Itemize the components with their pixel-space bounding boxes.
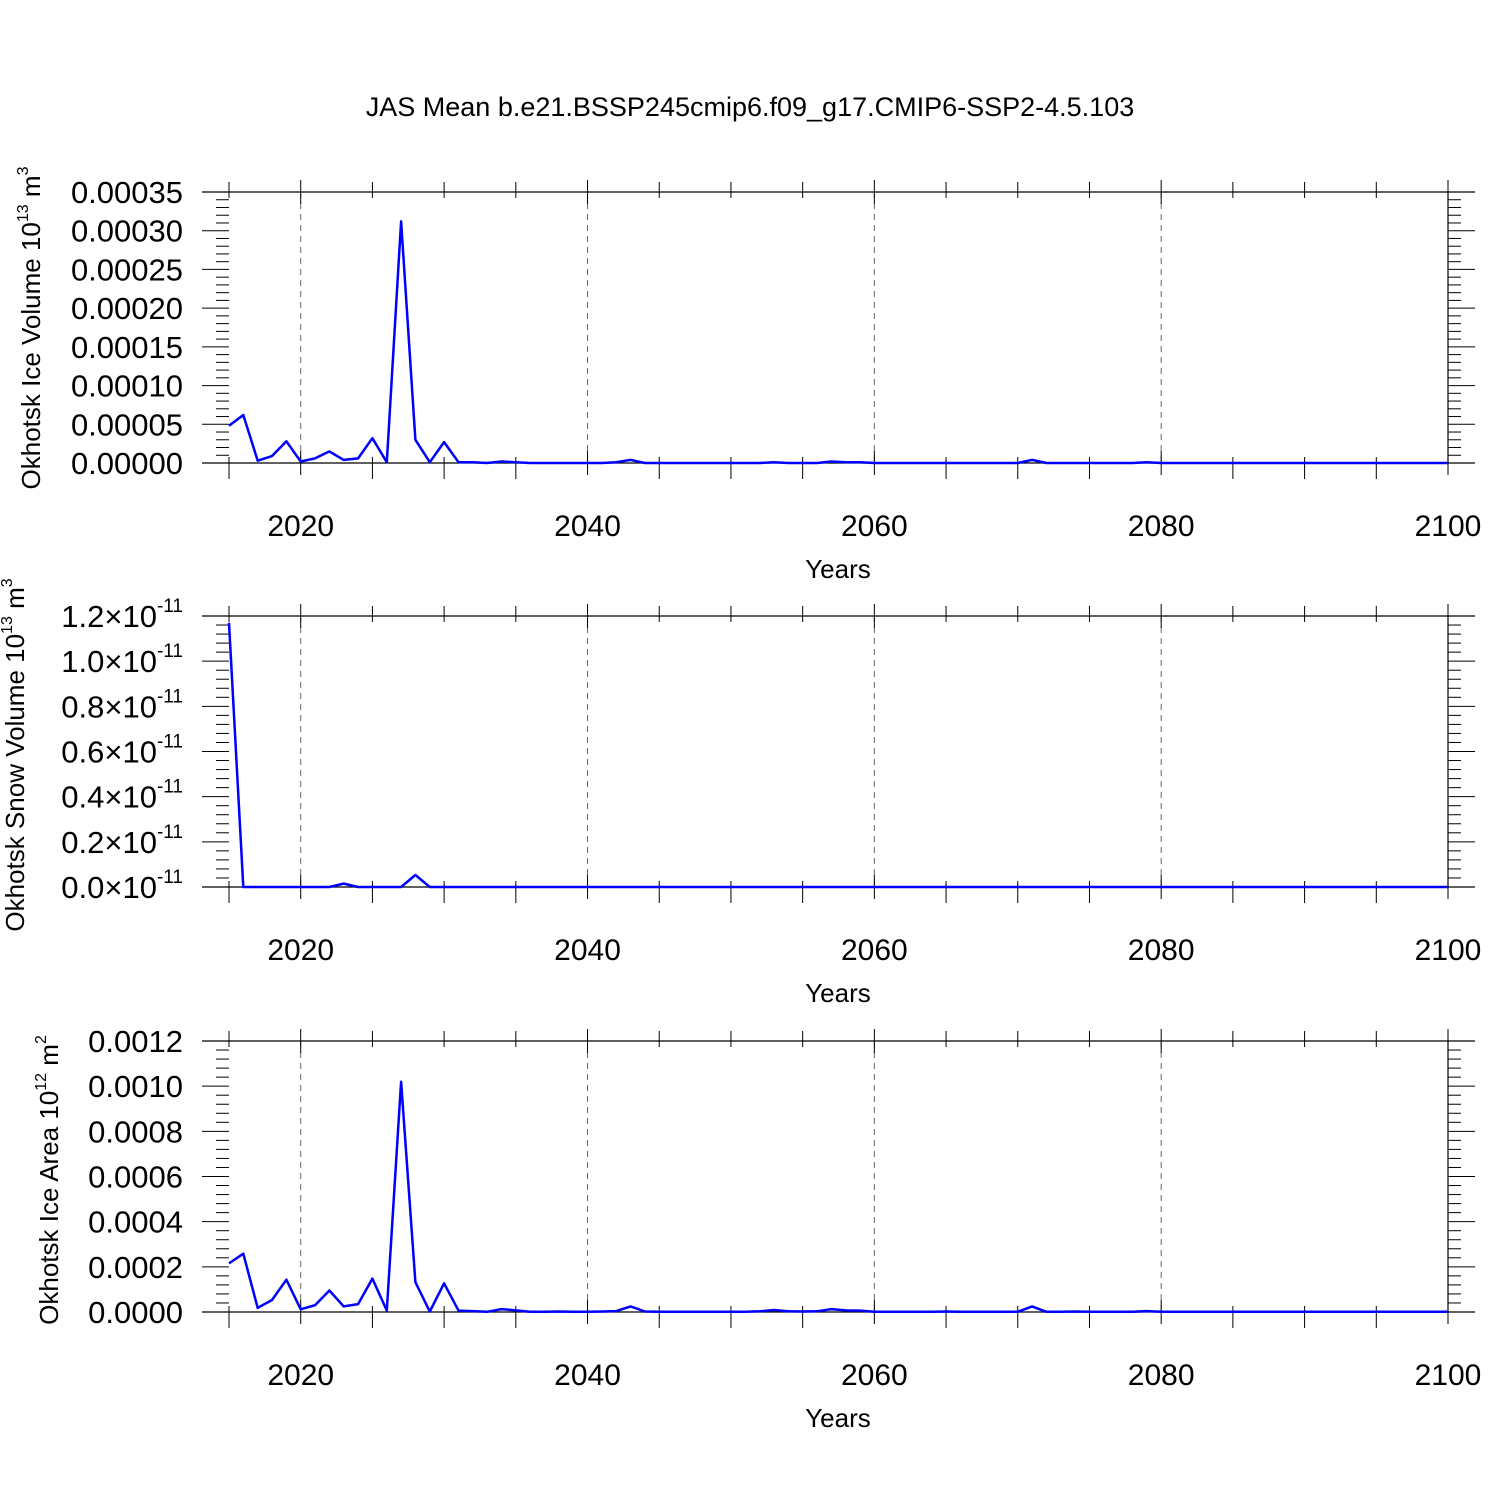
y-tick-label: 1.0×10-11 — [61, 641, 183, 679]
chart-panel-2: 2020 2040 2060 2080 2100Years0.0×10-110.2×10… — [0, 578, 1481, 1008]
y-tick-value: 0.8 — [61, 689, 104, 724]
y-tick-label: 0.0002 — [88, 1250, 183, 1285]
y-tick-label: 0.0004 — [88, 1205, 183, 1240]
y-tick-multiplier: ×10 — [104, 644, 157, 679]
y-tick-multiplier: ×10 — [104, 825, 157, 860]
y-axis-label-exponent: 13 — [15, 204, 32, 222]
y-tick-label: 0.8×10-11 — [61, 686, 183, 724]
x-axis-label: Years — [805, 1403, 871, 1433]
y-tick-label: 0.00005 — [71, 407, 183, 442]
y-tick-exponent: -11 — [157, 732, 183, 753]
x-tick-label: 2060 — [841, 1359, 908, 1392]
y-tick-exponent: -11 — [157, 777, 183, 798]
y-tick-label: 0.00015 — [71, 330, 183, 365]
y-tick-label: 0.2×10-11 — [61, 822, 183, 860]
y-tick-label: 0.0000 — [88, 1295, 183, 1330]
y-tick-value: 0.2 — [61, 825, 104, 860]
y-tick-label: 0.00010 — [71, 369, 183, 404]
y-tick-multiplier: ×10 — [104, 599, 157, 634]
x-tick-label: 2080 — [1128, 934, 1195, 967]
y-tick-exponent: -11 — [157, 867, 183, 888]
y-tick-label: 0.4×10-11 — [61, 777, 183, 815]
y-tick-exponent: -11 — [157, 822, 183, 843]
y-axis-label: Okhotsk Snow Volume 1013 m3 — [0, 578, 30, 931]
y-tick-label: 0.0010 — [88, 1069, 183, 1104]
y-tick-multiplier: ×10 — [104, 735, 157, 770]
y-axis-label-text: Okhotsk Snow Volume 10 — [0, 634, 30, 932]
y-tick-exponent: -11 — [157, 686, 183, 707]
x-tick-label: 2040 — [554, 934, 621, 967]
y-tick-label: 0.00020 — [71, 291, 183, 326]
y-tick-label: 0.00030 — [71, 214, 183, 249]
y-tick-value: 1.0 — [61, 644, 104, 679]
y-axis-label-unit-exponent: 3 — [15, 166, 32, 175]
x-tick-label: 2020 — [267, 934, 334, 967]
y-tick-value: 0.0 — [61, 870, 104, 905]
series-line-1 — [228, 1080, 1448, 1314]
figure-title: JAS Mean b.e21.BSSP245cmip6.f09_g17.CMIP… — [366, 92, 1134, 122]
y-axis-label-unit-exponent: 3 — [0, 578, 16, 587]
y-axis-label-unit: m — [16, 175, 46, 204]
y-tick-label: 1.2×10-11 — [61, 596, 183, 634]
x-axis-label: Years — [805, 554, 871, 584]
y-tick-label: 0.0012 — [88, 1024, 183, 1059]
y-axis-label-exponent: 12 — [33, 1073, 50, 1091]
y-tick-exponent: -11 — [157, 596, 183, 617]
y-tick-multiplier: ×10 — [104, 780, 157, 815]
x-tick-label: 2040 — [554, 1359, 621, 1392]
chart-panel-3: 2020 2040 2060 2080 2100 Years 0.0000 0.0002 0.0… — [33, 1024, 1481, 1433]
y-tick-label: 0.6×10-11 — [61, 732, 183, 770]
y-tick-label: 0.00000 — [71, 446, 183, 481]
x-tick-label: 2060 — [841, 934, 908, 967]
y-tick-label: 0.00035 — [71, 175, 183, 210]
x-tick-label: 2040 — [554, 510, 621, 543]
x-tick-label: 2060 — [841, 510, 908, 543]
panels: 2020 2040 2060 2080 2100Years0.000000.000050… — [0, 166, 1481, 1433]
y-axis-label-unit-exponent: 2 — [33, 1035, 50, 1044]
y-tick-label: 0.0008 — [88, 1114, 183, 1149]
y-tick-value: 0.6 — [61, 735, 104, 770]
y-tick-label: 0.00025 — [71, 252, 183, 287]
x-tick-label: 2100 — [1415, 510, 1482, 543]
y-tick-label: 0.0×10-11 — [61, 867, 183, 905]
x-tick-label: 2080 — [1128, 1359, 1195, 1392]
y-tick-multiplier: ×10 — [104, 689, 157, 724]
y-axis-label-text: Okhotsk Ice Area 10 — [34, 1091, 64, 1325]
y-tick-value: 0.4 — [61, 780, 104, 815]
y-tick-label: 0.0006 — [88, 1160, 183, 1195]
y-tick-multiplier: ×10 — [104, 870, 157, 905]
y-axis-label: Okhotsk Ice Area 1012 m2 — [33, 1035, 64, 1325]
x-tick-label: 2020 — [267, 1359, 334, 1392]
x-tick-label: 2100 — [1415, 934, 1482, 967]
y-tick-exponent: -11 — [157, 641, 183, 662]
series-line-1 — [227, 622, 1448, 889]
x-tick-label: 2080 — [1128, 510, 1195, 543]
y-axis-label-unit: m — [0, 587, 30, 616]
y-axis-label: Okhotsk Ice Volume 1013 m3 — [15, 166, 46, 489]
x-tick-label: 2100 — [1415, 1359, 1482, 1392]
y-axis-label-exponent: 13 — [0, 616, 16, 634]
chart-panel-1: 2020 2040 2060 2080 2100Years0.000000.000050… — [15, 166, 1481, 584]
x-tick-label: 2020 — [267, 510, 334, 543]
y-axis-label-unit: m — [34, 1044, 64, 1073]
x-axis-label: Years — [805, 978, 871, 1008]
series-line-1 — [228, 220, 1448, 465]
y-axis-label-text: Okhotsk Ice Volume 10 — [16, 222, 46, 489]
y-tick-value: 1.2 — [61, 599, 104, 634]
